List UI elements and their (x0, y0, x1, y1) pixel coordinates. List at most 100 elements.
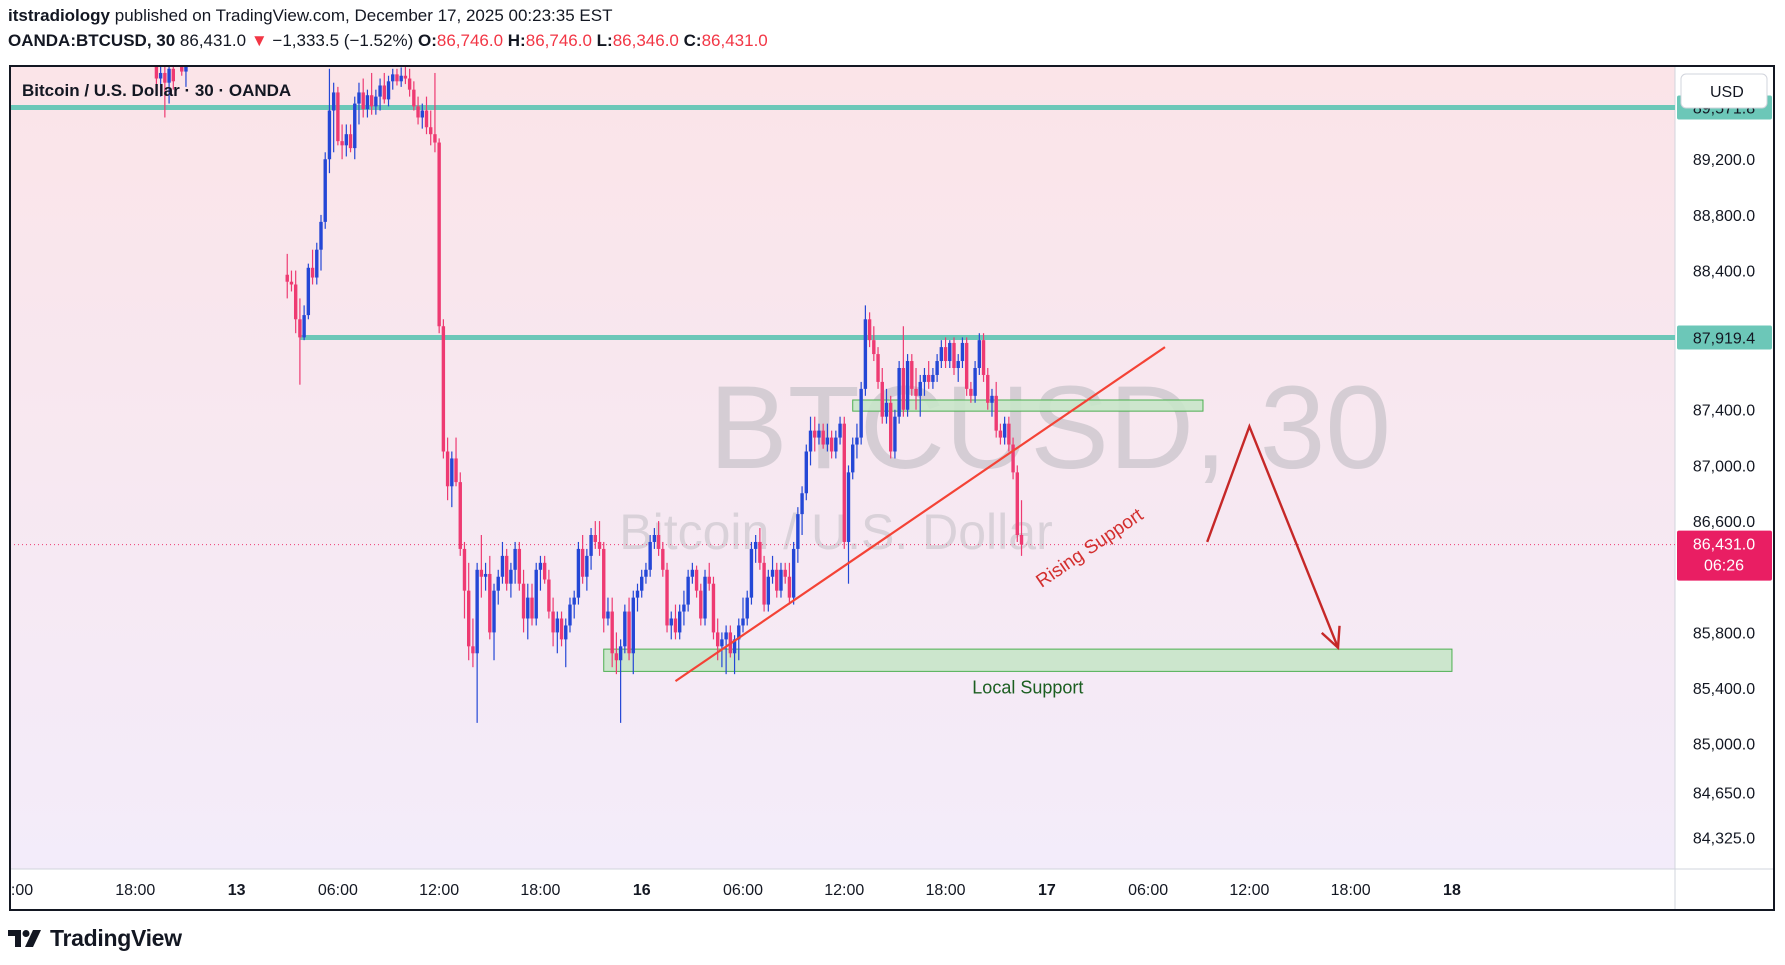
candle (834, 430, 838, 459)
candle (770, 555, 775, 584)
candle (488, 555, 492, 640)
candle-body (948, 342, 952, 362)
candle-body (357, 92, 361, 104)
y-tick-label: 85,800.0 (1693, 625, 1755, 642)
candle (838, 416, 842, 445)
candle-body (302, 315, 306, 338)
author-name[interactable]: itstradiology (8, 6, 111, 25)
candle (741, 597, 745, 633)
candle-body (914, 388, 918, 396)
candle-body (365, 95, 370, 110)
high-label: H: (507, 31, 526, 50)
candle-body (564, 625, 568, 640)
candle (813, 416, 817, 452)
candle-body (825, 437, 830, 445)
candle (893, 409, 897, 459)
candle-body (627, 611, 631, 654)
candle (361, 78, 365, 118)
candle (521, 569, 526, 633)
candle (424, 96, 429, 135)
candle (910, 354, 914, 396)
symbol-name[interactable]: OANDA:BTCUSD, 30 (8, 31, 176, 50)
candle-body (707, 576, 711, 584)
candle (585, 548, 589, 591)
candle (1007, 416, 1011, 452)
candle-body (800, 493, 804, 515)
candle (758, 528, 762, 570)
candle (163, 66, 167, 118)
candle (1015, 465, 1019, 542)
candle-body (437, 142, 441, 327)
candle (918, 374, 922, 417)
candle (762, 555, 766, 612)
candle-body (323, 159, 327, 222)
candle-body (483, 573, 488, 577)
tradingview-brand: TradingView (50, 925, 182, 951)
candle (973, 361, 977, 403)
candle (606, 597, 610, 626)
candle-body (551, 611, 555, 633)
y-tick-label: 84,325.0 (1693, 831, 1755, 848)
x-tick-label: 18:00 (1331, 882, 1371, 899)
candle (766, 569, 771, 612)
price-axis-background (1675, 66, 1774, 869)
candle (504, 548, 509, 591)
candle (310, 249, 315, 285)
candle-body (690, 569, 695, 577)
candle-body (994, 395, 998, 431)
candle-body (298, 319, 302, 338)
candle (694, 565, 699, 598)
candle-body (331, 92, 336, 111)
candle-body (353, 103, 357, 149)
candle (437, 138, 441, 334)
candle (551, 597, 555, 647)
close-label: C: (683, 31, 702, 50)
x-tick-label: 06:00 (1128, 882, 1168, 899)
candle-body (973, 367, 977, 396)
candle-body (534, 569, 538, 619)
last-price: 86,431.0 (179, 31, 247, 50)
y-tick-label: 88,800.0 (1693, 208, 1755, 225)
candle-body (779, 569, 783, 591)
watermark: BTCUSD, 30 (709, 362, 1391, 494)
candle (889, 395, 893, 459)
candle (302, 305, 306, 341)
candle-body (897, 367, 901, 417)
x-tick-label: 13 (228, 882, 246, 899)
candle-body (808, 430, 813, 452)
candle (602, 541, 606, 633)
candle (547, 569, 551, 619)
candle-body (872, 340, 876, 355)
candle (939, 340, 944, 368)
candle (678, 604, 682, 640)
candle (817, 423, 821, 445)
candle (1011, 437, 1015, 480)
candle (791, 541, 796, 605)
candle-body (817, 430, 821, 438)
candle (800, 486, 804, 535)
candle-body (623, 611, 627, 647)
candle (369, 72, 374, 115)
candle (948, 340, 952, 368)
candle-body (669, 618, 673, 626)
candle (614, 632, 619, 675)
tradingview-logo[interactable]: TradingView (8, 925, 182, 952)
candle-body (829, 437, 834, 452)
open-value: 86,746.0 (436, 31, 504, 50)
currency-button[interactable] (1680, 73, 1768, 109)
candle-body (694, 569, 699, 591)
candle (171, 66, 175, 90)
x-tick-label: 18:00 (926, 882, 966, 899)
time-axis-background (10, 869, 1675, 910)
level-price-label: 87,919.4 (1693, 330, 1755, 347)
candle (526, 583, 530, 640)
candle (724, 625, 728, 675)
candle-body (492, 590, 496, 633)
candle (500, 541, 505, 584)
candle-body (416, 106, 420, 118)
candle-body (618, 646, 623, 661)
candle-body (952, 342, 956, 368)
candle-body (526, 597, 530, 619)
candle-body (880, 381, 884, 417)
